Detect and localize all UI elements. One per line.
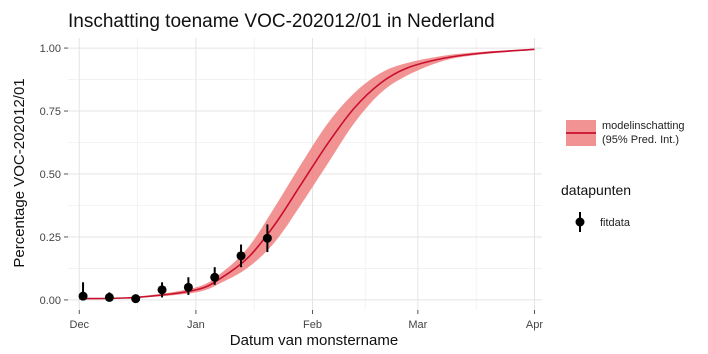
- legend-datapoints-title: datapunten: [561, 182, 631, 198]
- y-tick-label: 0.00: [40, 295, 61, 307]
- x-tick-label: Dec: [70, 319, 90, 331]
- y-tick-label: 1.00: [40, 43, 61, 55]
- data-point: [236, 251, 246, 261]
- datapoint-series: [78, 224, 272, 304]
- legend-model-label: modelinschatting: [602, 120, 685, 132]
- legend-point-key: [575, 217, 585, 227]
- model-line: [79, 48, 535, 300]
- legend-datapoints-label: fitdata: [600, 217, 631, 229]
- x-axis: Dec Jan Feb Mar Apr: [70, 310, 543, 331]
- model-series: [79, 48, 535, 300]
- y-tick-label: 0.50: [40, 169, 61, 181]
- y-tick-label: 0.75: [40, 106, 61, 118]
- x-tick-label: Jan: [187, 319, 205, 331]
- legend-model-label-2: (95% Pred. Int.): [602, 134, 679, 146]
- y-tick-label: 0.25: [40, 232, 61, 244]
- x-tick-label: Feb: [303, 319, 322, 331]
- data-point: [78, 291, 88, 301]
- y-axis: 0.00 0.25 0.50 0.75 1.00: [40, 43, 68, 307]
- data-point: [262, 233, 272, 243]
- data-point: [131, 294, 141, 304]
- chart-title: Inschatting toename VOC-202012/01 in Ned…: [68, 11, 495, 32]
- x-axis-title: Datum van monstername: [230, 332, 398, 349]
- x-tick-label: Mar: [408, 319, 427, 331]
- x-tick-label: Apr: [526, 319, 543, 331]
- data-point: [157, 285, 167, 295]
- data-point: [210, 272, 220, 282]
- y-axis-title: Percentage VOC-202012/01: [11, 78, 28, 267]
- legend: modelinschatting (95% Pred. Int.) datapu…: [561, 120, 685, 232]
- data-point: [183, 282, 193, 292]
- data-point: [104, 292, 114, 302]
